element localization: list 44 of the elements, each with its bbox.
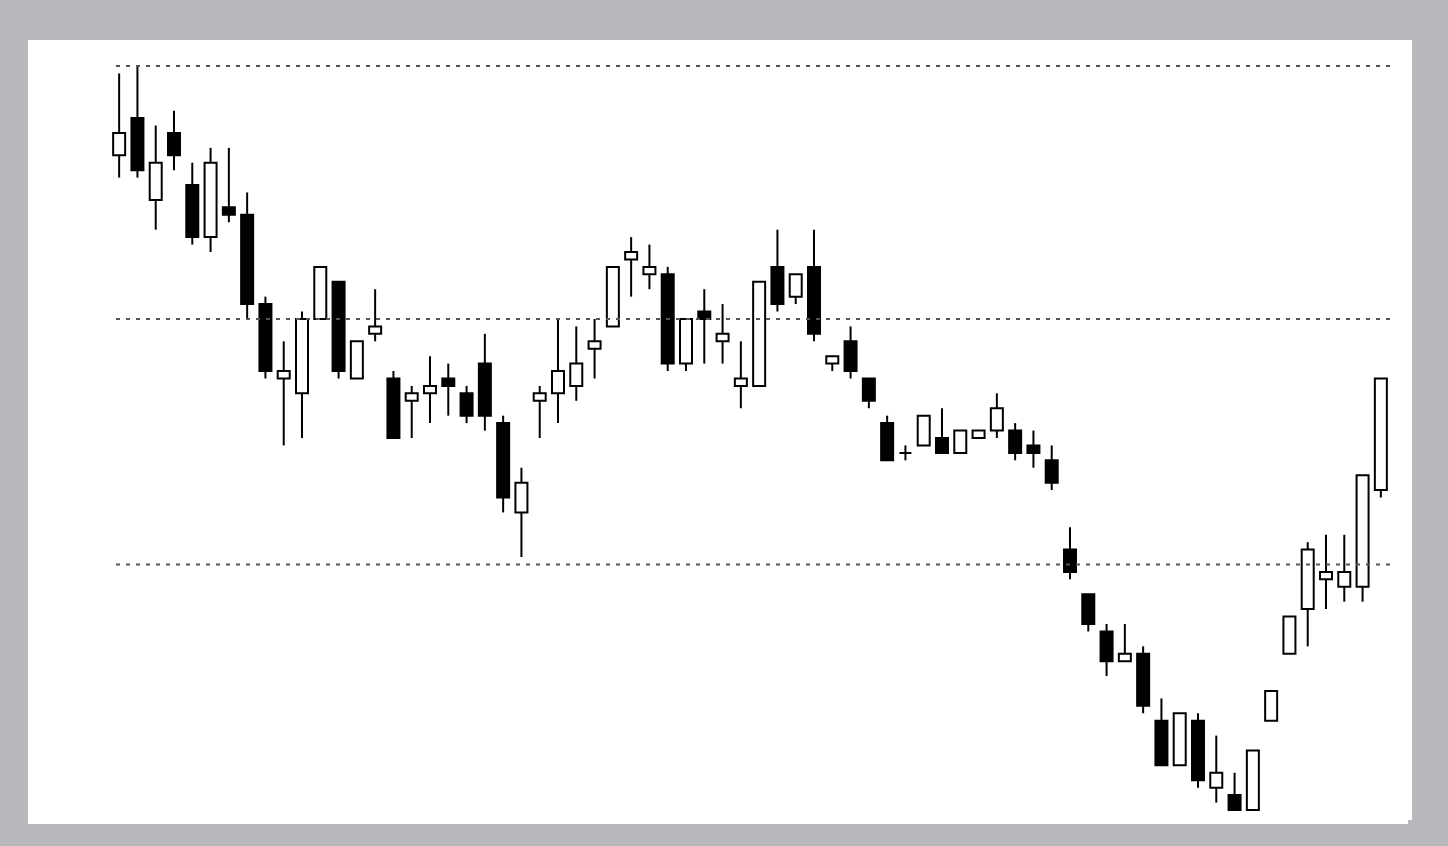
candlestick <box>1117 623 1132 663</box>
candlestick <box>1337 533 1352 603</box>
candlestick <box>441 362 456 417</box>
candlestick <box>935 407 949 454</box>
candlestick <box>861 377 876 410</box>
candlestick <box>1008 422 1023 462</box>
candlestick <box>679 317 693 373</box>
candlestick <box>1209 734 1224 804</box>
candlestick <box>733 340 748 410</box>
candlestick <box>1282 615 1297 655</box>
candlestick <box>1154 697 1169 767</box>
candlestick <box>843 325 858 380</box>
candlestick <box>276 340 291 447</box>
candlestick <box>715 303 730 365</box>
candlestick <box>349 340 364 380</box>
candlestick <box>1044 444 1059 492</box>
candlestick <box>459 384 474 425</box>
candlestick <box>1099 623 1114 678</box>
candlestick <box>624 236 639 298</box>
candlestick <box>1063 526 1077 581</box>
candlestick <box>587 317 602 380</box>
candlestick <box>404 384 419 439</box>
candlestick <box>112 72 127 179</box>
candlestick <box>551 317 565 425</box>
candlestick <box>148 124 163 231</box>
candlestick <box>770 228 785 313</box>
candlestick <box>880 414 895 462</box>
candlestick <box>1227 771 1242 811</box>
candlestick <box>916 414 931 447</box>
candlestick <box>368 288 383 343</box>
candlestick <box>642 243 657 291</box>
candlestick <box>788 273 803 306</box>
candlestick <box>1264 689 1279 722</box>
candlestick <box>423 355 437 425</box>
candlestick <box>167 109 181 172</box>
candlestick <box>221 146 236 224</box>
candlestick <box>1081 593 1096 633</box>
candlestick <box>953 429 968 454</box>
candlestick <box>989 392 1004 439</box>
candlestick <box>514 466 529 559</box>
candlestick <box>1319 533 1333 611</box>
candlestick <box>1026 429 1041 469</box>
candlestick <box>532 384 547 439</box>
candlestick <box>569 325 584 402</box>
